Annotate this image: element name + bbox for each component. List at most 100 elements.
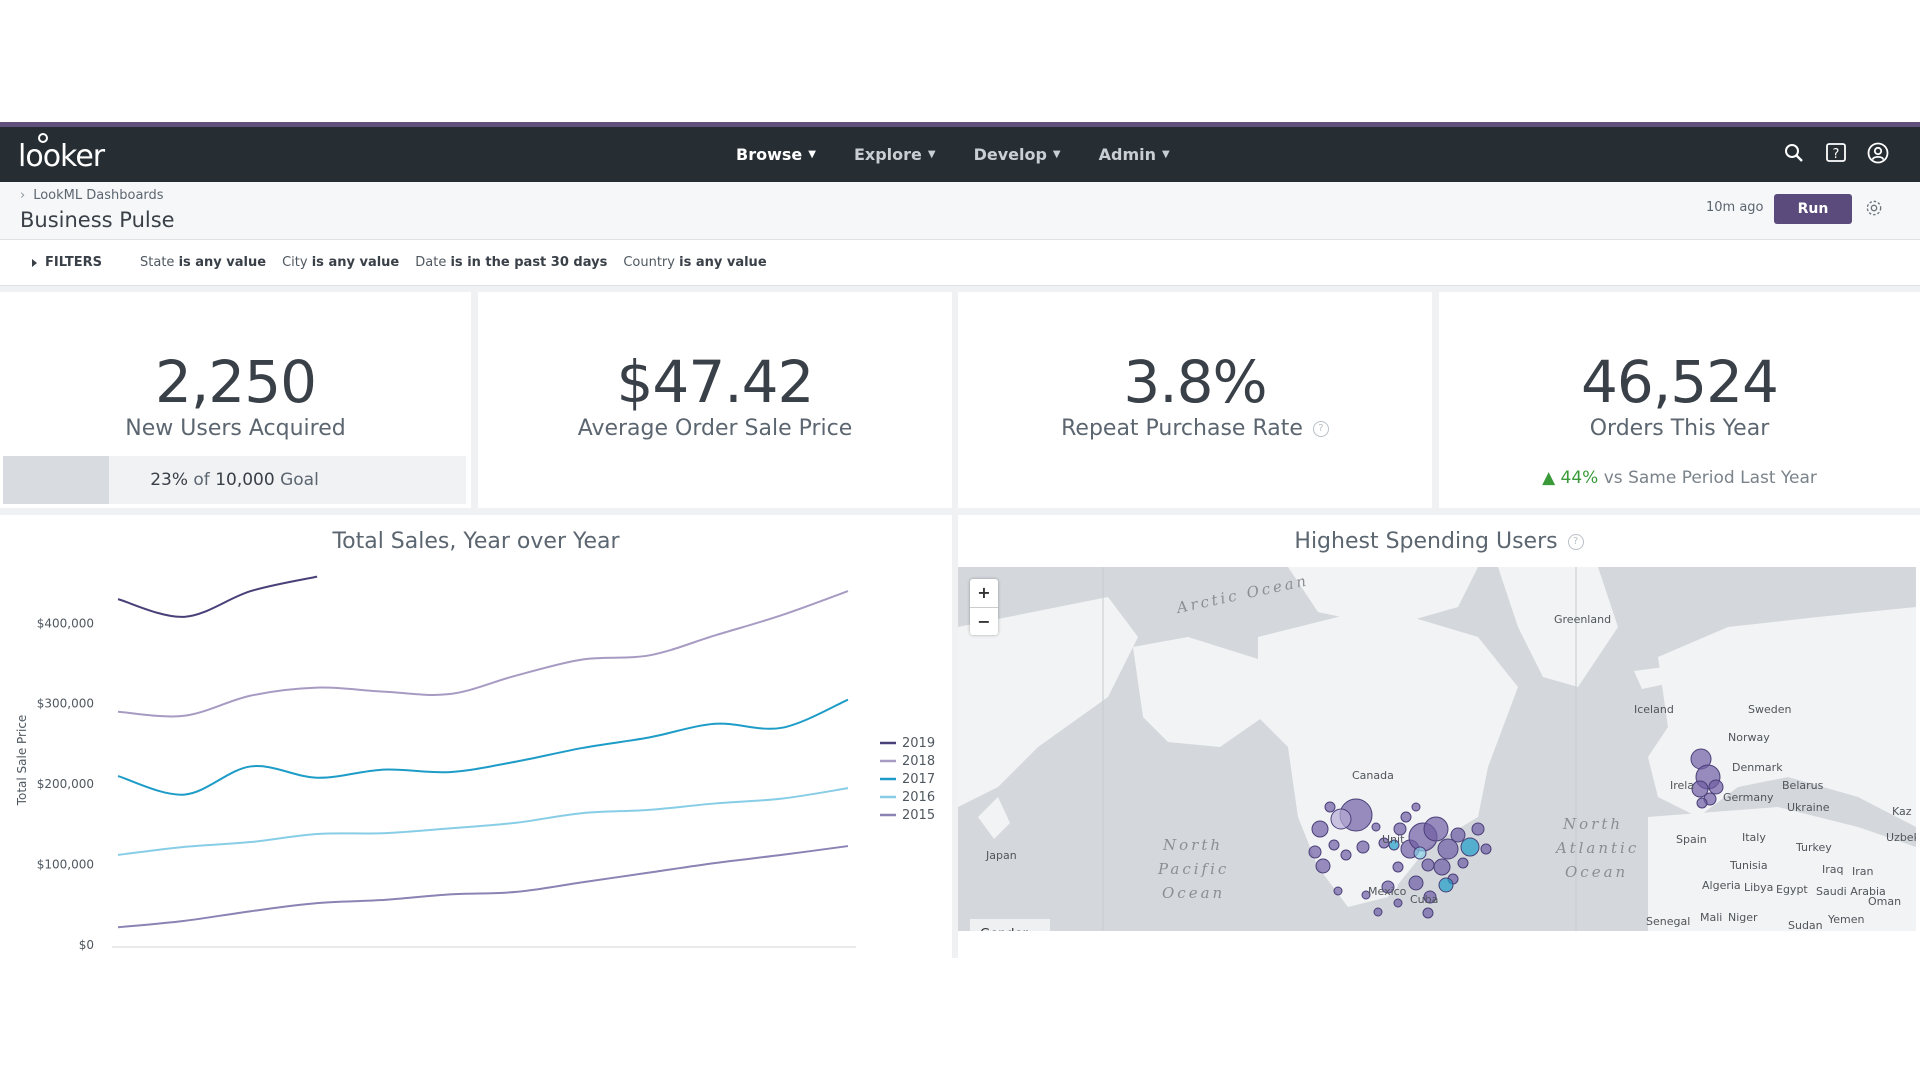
kpi-value: 46,524 bbox=[1581, 348, 1779, 416]
legend-label: 2019 bbox=[902, 736, 935, 751]
looker-app: looker Browse ▼ Explore ▼ Develop ▼ Admin ▼ … bbox=[0, 122, 1920, 958]
last-updated: 10m ago bbox=[1706, 200, 1764, 215]
series-line-2016 bbox=[117, 787, 849, 856]
series-line-2015 bbox=[117, 845, 849, 929]
breadcrumb[interactable]: › LookML Dashboards bbox=[20, 188, 164, 203]
chevron-down-icon: ▼ bbox=[1052, 149, 1061, 160]
nav-explore[interactable]: Explore ▼ bbox=[853, 145, 936, 164]
europe-user-bubbles bbox=[1690, 748, 1724, 809]
y-tick-label: $400,000 bbox=[37, 616, 94, 630]
filter-state[interactable]: State is any value bbox=[140, 255, 267, 270]
help-circle-icon[interactable]: ? bbox=[1567, 534, 1584, 550]
north-america-land bbox=[1258, 607, 1518, 907]
map-label-north-atlantic-1: North bbox=[1562, 815, 1623, 833]
caret-right-icon bbox=[32, 258, 37, 267]
kpi-orders: 46,524 Orders This Year ▲ 44% vs Same Pe… bbox=[1439, 292, 1920, 508]
sales-chart-panel: Total Sales, Year over Year $0 $100,000 $2… bbox=[0, 515, 952, 958]
y-tick-label: $200,000 bbox=[37, 777, 94, 791]
map-label-libya: Libya bbox=[1744, 881, 1773, 894]
kpi-value: $47.42 bbox=[616, 348, 815, 416]
map-label-saudi: Saudi Arabia bbox=[1816, 885, 1886, 898]
map-label-germany: Germany bbox=[1723, 791, 1774, 804]
gear-icon[interactable] bbox=[1864, 198, 1884, 218]
asia-left-land bbox=[958, 597, 1138, 807]
map-label-belarus: Belarus bbox=[1782, 779, 1824, 792]
series-line-2018 bbox=[117, 590, 849, 718]
africa-land bbox=[1648, 807, 1916, 931]
chevron-down-icon: ▼ bbox=[808, 149, 816, 160]
goal-progress-bar: 23% of 10,000 Goal bbox=[3, 456, 466, 504]
map-legend[interactable]: Gender bbox=[970, 919, 1050, 931]
series-line-2019 bbox=[117, 575, 318, 618]
chart-title: Total Sales, Year over Year bbox=[332, 529, 620, 554]
map-label-iceland: Iceland bbox=[1634, 703, 1674, 716]
nav-browse[interactable]: Browse ▼ bbox=[736, 145, 816, 164]
map-label-oman: Oman bbox=[1868, 895, 1901, 908]
map-label-italy: Italy bbox=[1742, 831, 1766, 844]
dashboard-title: Business Pulse bbox=[20, 208, 175, 232]
main-nav: Browse ▼ Explore ▼ Develop ▼ Admin ▼ bbox=[736, 145, 1170, 164]
map-label-algeria: Algeria bbox=[1702, 879, 1741, 892]
us-user-bubbles bbox=[1308, 798, 1492, 919]
map-label-norway: Norway bbox=[1728, 731, 1770, 744]
map-label-mexico: Mexico bbox=[1368, 885, 1407, 898]
map-label-north-atlantic-2: Atlantic bbox=[1554, 839, 1639, 857]
map-label-sweden: Sweden bbox=[1748, 703, 1791, 716]
map-label-uzbek: Uzbek bbox=[1886, 831, 1916, 844]
comparison-text: ▲ 44% vs Same Period Last Year bbox=[1542, 468, 1817, 488]
filter-chips: State is any value City is any value Dat… bbox=[140, 255, 767, 270]
help-circle-icon[interactable]: ? bbox=[1312, 421, 1329, 437]
chevron-right-icon: › bbox=[20, 188, 26, 203]
legend-label: 2016 bbox=[902, 790, 935, 805]
filters-toggle[interactable]: FILTERS bbox=[32, 255, 102, 270]
kpi-label: Repeat Purchase Rate? bbox=[958, 416, 1432, 441]
user-icon[interactable] bbox=[1866, 141, 1890, 165]
nav-admin[interactable]: Admin ▼ bbox=[1098, 145, 1170, 164]
map-label-cuba: Cuba bbox=[1410, 893, 1438, 906]
map-label-egypt: Egypt bbox=[1776, 883, 1808, 896]
legend-label: 2018 bbox=[902, 754, 935, 769]
map-label-tunisia: Tunisia bbox=[1729, 859, 1768, 872]
map-label-spain: Spain bbox=[1676, 833, 1707, 846]
map-label-kaz: Kaz bbox=[1892, 805, 1912, 818]
nav-develop[interactable]: Develop ▼ bbox=[973, 145, 1061, 164]
chevron-down-icon: ▼ bbox=[1162, 149, 1170, 160]
map-label-denmark: Denmark bbox=[1732, 761, 1783, 774]
alaska-land bbox=[1133, 637, 1263, 747]
chevron-down-icon: ▼ bbox=[927, 149, 936, 160]
map-label-arctic: Arctic Ocean bbox=[1173, 571, 1310, 617]
svg-text:?: ? bbox=[1833, 147, 1840, 162]
map-label-greenland: Greenland bbox=[1554, 613, 1611, 626]
map-label-yemen: Yemen bbox=[1827, 913, 1865, 926]
dashboard-header: › LookML Dashboards Business Pulse 10m ag… bbox=[0, 182, 1920, 240]
y-tick-label: $100,000 bbox=[37, 858, 94, 872]
map-svg: Arctic Ocean North Pacific Ocean North A… bbox=[958, 567, 1916, 931]
filter-city[interactable]: City is any value bbox=[282, 255, 400, 270]
filter-date[interactable]: Date is in the past 30 days bbox=[415, 255, 608, 270]
world-map[interactable]: Arctic Ocean North Pacific Ocean North A… bbox=[958, 567, 1916, 931]
kpi-label: New Users Acquired bbox=[125, 416, 346, 441]
run-button[interactable]: Run bbox=[1774, 194, 1852, 224]
map-panel: Highest Spending Users? bbox=[958, 515, 1920, 958]
goal-progress-text: 23% of 10,000 Goal bbox=[150, 470, 319, 490]
map-label-ukraine: Ukraine bbox=[1787, 801, 1830, 814]
map-label-north-pacific-3: Ocean bbox=[1162, 884, 1225, 902]
zoom-in-button[interactable]: + bbox=[977, 583, 991, 602]
map-label-north-pacific-2: Pacific bbox=[1157, 860, 1229, 878]
map-label-united: Unit bbox=[1382, 833, 1405, 846]
map-zoom-controls: + − bbox=[970, 579, 998, 635]
map-label-sudan: Sudan bbox=[1788, 919, 1823, 931]
zoom-out-button[interactable]: − bbox=[970, 607, 998, 635]
help-icon[interactable]: ? bbox=[1824, 141, 1848, 165]
series-line-2017 bbox=[117, 698, 849, 796]
filter-country[interactable]: Country is any value bbox=[623, 255, 767, 270]
legend-label: 2015 bbox=[902, 808, 935, 823]
kpi-value: 3.8% bbox=[1123, 348, 1267, 416]
japan-land bbox=[978, 797, 1010, 839]
search-icon[interactable] bbox=[1782, 141, 1806, 165]
looker-logo[interactable]: looker bbox=[18, 133, 105, 174]
kpi-average-order: $47.42 Average Order Sale Price bbox=[478, 292, 952, 508]
kpi-repeat-purchase: 3.8% Repeat Purchase Rate? bbox=[958, 292, 1432, 508]
kpi-label: Orders This Year bbox=[1589, 416, 1770, 441]
kpi-new-users: 2,250 New Users Acquired 23% of 10,000 G… bbox=[0, 292, 471, 508]
